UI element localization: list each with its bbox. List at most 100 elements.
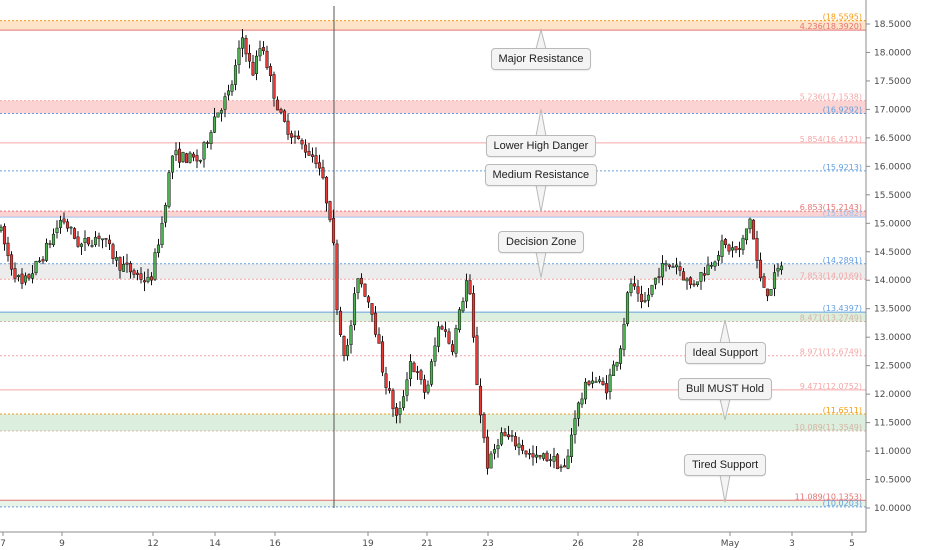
candle-body-40 (139, 273, 143, 280)
callout-decision-zone[interactable]: Decision Zone (498, 231, 585, 253)
candle-body-170 (594, 381, 598, 383)
candle-body-4 (13, 268, 17, 279)
candle-body-49 (170, 155, 175, 173)
candle-body-147 (513, 436, 518, 447)
candle-body-18 (62, 218, 66, 223)
candle-body-124 (433, 345, 437, 362)
callout-ideal-support[interactable]: Ideal Support (684, 342, 766, 364)
candle-body-76 (265, 50, 269, 69)
candle-body-77 (268, 66, 273, 77)
candle-body-109 (380, 341, 385, 373)
candle-body-63 (219, 110, 224, 114)
candle-body-187 (653, 277, 658, 285)
candle-body-116 (405, 379, 409, 396)
y-tick-label-13: 12.0000 (874, 390, 911, 400)
candle-body-50 (174, 150, 178, 156)
candle-body-2 (6, 242, 10, 257)
candle-body-10 (34, 261, 38, 274)
candle-body-12 (41, 259, 45, 262)
level-label-17: (10.0203) (823, 499, 862, 508)
candle-body-119 (415, 371, 420, 373)
candle-body-89 (310, 154, 315, 157)
candle-body-60 (209, 132, 213, 144)
candle-body-120 (419, 370, 423, 380)
callout-tired-support[interactable]: Tired Support (684, 454, 767, 476)
candle-body-61 (212, 116, 217, 133)
candle-body-127 (443, 329, 448, 332)
candle-body-58 (202, 142, 206, 160)
level-label-4: 5.854(16.4121) (800, 135, 862, 144)
candle-body-223 (779, 265, 784, 271)
candle-body-158 (552, 455, 556, 462)
x-tick-label-10: May (721, 539, 740, 549)
candle-body-146 (510, 435, 514, 437)
candle-body-204 (713, 261, 717, 267)
candle-body-171 (597, 379, 602, 382)
candle-body-193 (674, 264, 679, 268)
candle-body-197 (688, 277, 693, 285)
candle-body-44 (153, 252, 157, 280)
level-label-1: 4.236(18.3920) (800, 22, 862, 31)
candle-body-0 (0, 226, 3, 231)
x-tick-label-9: 28 (632, 539, 644, 549)
y-tick-label-0: 18.5000 (874, 20, 911, 30)
callout-bull-must-hold[interactable]: Bull MUST Hold (678, 378, 773, 400)
level-label-9: 7.853(14.0169) (800, 271, 862, 280)
candle-body-138 (482, 414, 486, 439)
candle-body-129 (450, 344, 455, 353)
y-tick-label-9: 14.0000 (874, 276, 911, 286)
candle-body-195 (681, 271, 686, 281)
candle-body-29 (100, 238, 105, 241)
candle-body-212 (741, 237, 745, 251)
candle-body-108 (377, 334, 381, 344)
zone-6 (0, 500, 866, 507)
candle-body-174 (608, 374, 612, 392)
y-tick-label-7: 15.0000 (874, 219, 911, 229)
candle-body-15 (51, 233, 56, 246)
candle-body-105 (366, 296, 371, 303)
candle-body-218 (762, 276, 766, 288)
zone-5 (0, 413, 866, 431)
candle-body-81 (282, 110, 287, 122)
x-tick-label-7: 23 (482, 539, 493, 549)
candle-body-213 (744, 228, 749, 241)
candle-body-157 (548, 459, 553, 461)
candle-body-102 (356, 278, 360, 293)
callout-lower-high-danger[interactable]: Lower High Danger (485, 135, 597, 157)
callout-major-resistance[interactable]: Major Resistance (490, 48, 592, 70)
candle-body-132 (461, 301, 465, 312)
candle-body-117 (408, 361, 413, 380)
candle-body-183 (639, 293, 644, 302)
candle-body-203 (709, 264, 714, 267)
candle-body-103 (359, 277, 364, 285)
candle-body-13 (44, 242, 49, 261)
candle-body-114 (398, 407, 402, 415)
candle-body-162 (566, 455, 570, 469)
candle-body-67 (233, 65, 238, 85)
candle-body-99 (345, 345, 350, 357)
y-tick-label-1: 18.0000 (874, 48, 911, 58)
candle-body-207 (723, 239, 728, 246)
price-axis[interactable]: 18.5000 18.0000 17.5000 17.0000 16.5000 16.00… (866, 20, 911, 514)
candle-body-55 (191, 153, 196, 158)
candle-body-5 (16, 275, 21, 278)
level-label-13: 9.471(12.0752) (800, 382, 862, 391)
candle-body-57 (198, 159, 203, 162)
candle-body-176 (615, 362, 619, 367)
candle-body-221 (772, 272, 777, 289)
time-axis[interactable]: 7 9 12 14 16 19 21 23 26 28 May 3 5 (0, 532, 855, 549)
candle-body-39 (135, 272, 140, 275)
candle-body-16 (55, 227, 59, 234)
candle-body-122 (426, 384, 430, 393)
candle-body-202 (706, 264, 710, 275)
callout-medium-resistance[interactable]: Medium Resistance (484, 164, 598, 186)
candle-body-37 (128, 263, 133, 273)
candle-body-96 (335, 243, 339, 311)
candle-body-98 (342, 336, 346, 356)
candle-body-126 (440, 326, 444, 330)
candle-body-200 (699, 271, 703, 282)
zone-2 (0, 211, 866, 218)
candle-body-168 (587, 381, 591, 385)
candle-body-73 (254, 55, 259, 74)
